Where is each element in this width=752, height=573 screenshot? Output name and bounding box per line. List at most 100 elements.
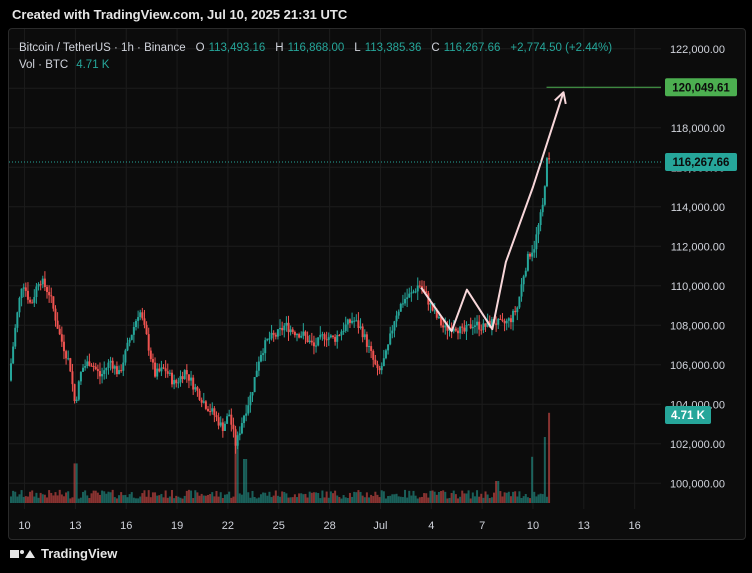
candle-body — [503, 320, 506, 324]
candle-body — [531, 252, 534, 257]
volume-bar — [514, 491, 517, 503]
candle-body — [507, 318, 510, 321]
chart-panel[interactable]: 122,000.00120,000.00118,000.00116,000.00… — [8, 28, 746, 540]
volume-bar — [300, 493, 303, 503]
candle-body — [440, 316, 443, 326]
volume-bar — [16, 496, 19, 503]
candle-body — [410, 292, 413, 294]
volume-bar — [535, 496, 538, 503]
volume-bar — [503, 492, 506, 503]
volume-bar — [454, 494, 457, 503]
volume-bar — [196, 492, 199, 503]
volume-bar — [118, 495, 121, 503]
candle-body — [469, 324, 472, 329]
volume-bar — [276, 495, 279, 503]
volume-bar — [187, 489, 190, 503]
volume-bar — [397, 496, 400, 503]
volume-bar — [334, 490, 337, 503]
volume-bar — [228, 491, 231, 503]
price-chart[interactable]: 122,000.00120,000.00118,000.00116,000.00… — [9, 29, 745, 539]
candle-body — [380, 366, 383, 371]
candle-body — [262, 353, 265, 355]
high-value: 116,868.00 — [287, 41, 345, 54]
candle-body — [31, 302, 34, 304]
volume-bar — [113, 497, 116, 503]
candle-body — [467, 324, 470, 326]
candle-body — [118, 370, 121, 375]
volume-bar — [215, 490, 218, 503]
candle-body — [497, 318, 500, 325]
volume-value: 4.71 K — [76, 58, 110, 71]
volume-bar — [177, 496, 180, 503]
volume-bar — [245, 459, 248, 503]
candle-body — [92, 365, 95, 367]
volume-badge-bg — [665, 406, 711, 424]
volume-bar — [437, 491, 440, 503]
volume-bar — [211, 492, 214, 503]
x-tick-label: 10 — [18, 520, 30, 532]
volume-bar — [423, 493, 426, 503]
candle-body — [151, 359, 154, 363]
candle-body — [101, 373, 104, 377]
volume-bar — [107, 491, 110, 503]
candle-body — [495, 323, 498, 325]
candle-body — [77, 381, 80, 400]
candle-body — [315, 345, 318, 347]
volume-bar — [75, 463, 78, 503]
candle-body — [62, 341, 65, 352]
candle-body — [236, 435, 239, 446]
candle-body — [259, 354, 262, 362]
candle-body — [484, 323, 487, 327]
candle-body — [512, 310, 515, 323]
x-tick-label: Jul — [373, 520, 387, 532]
level-layer — [9, 86, 661, 163]
candle-body — [346, 319, 349, 325]
volume-bar — [493, 492, 495, 503]
candle-body — [370, 346, 373, 351]
candle-body — [520, 284, 523, 297]
volume-bar — [192, 498, 195, 503]
volume-label[interactable]: Vol · BTC — [19, 58, 69, 71]
candle-body — [446, 325, 449, 331]
volume-bar — [393, 494, 396, 503]
volume-bar — [109, 492, 112, 503]
symbol-label[interactable]: Bitcoin / TetherUS · 1h · Binance — [19, 41, 186, 54]
price-badges: 120,049.61 116,267.66 4.71 K — [665, 78, 737, 424]
legend-ohlc-row: Bitcoin / TetherUS · 1h · Binance O 113,4… — [19, 39, 618, 56]
volume-bar — [18, 494, 21, 503]
candle-body — [304, 331, 307, 336]
candle-body — [43, 278, 46, 288]
volume-bar — [329, 491, 332, 503]
legend-box: Bitcoin / TetherUS · 1h · Binance O 113,4… — [19, 39, 618, 73]
volume-bar — [130, 492, 133, 503]
candle-body — [274, 334, 277, 337]
volume-bar — [497, 481, 500, 503]
target-price-badge: 120,049.61 — [672, 82, 730, 94]
volume-bar — [24, 496, 27, 503]
header-title: Created with TradingView.com, Jul 10, 20… — [12, 6, 348, 22]
volume-bar — [88, 497, 91, 503]
volume-bar — [490, 497, 493, 503]
candle-body — [539, 212, 542, 226]
candle-body — [397, 311, 400, 316]
volume-bar — [416, 498, 419, 503]
candle-body — [90, 365, 93, 367]
volume-bar — [56, 495, 59, 503]
candle-body — [533, 249, 536, 253]
candle-body — [308, 340, 311, 343]
volume-bar — [495, 481, 498, 503]
volume-bar — [440, 490, 443, 503]
volume-bar — [134, 498, 137, 503]
candle-body — [399, 303, 402, 312]
candle-body — [113, 366, 116, 369]
candle-body — [185, 370, 188, 375]
candle-body — [215, 415, 218, 418]
candle-body — [122, 362, 125, 371]
volume-bar — [226, 494, 229, 503]
volume-bar — [213, 496, 216, 503]
volume-bar — [253, 496, 256, 503]
volume-bar — [543, 437, 546, 503]
candle-body — [255, 370, 258, 378]
candle-body — [120, 370, 123, 372]
x-tick-label: 13 — [578, 520, 590, 532]
